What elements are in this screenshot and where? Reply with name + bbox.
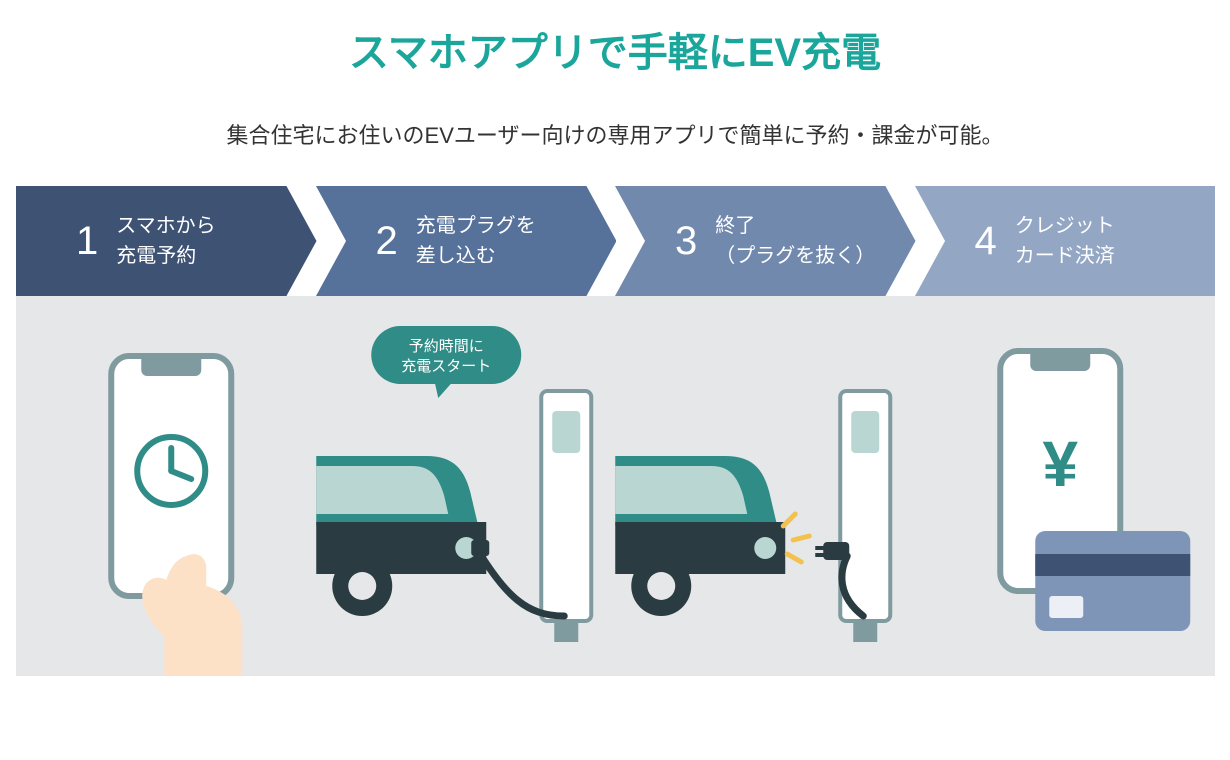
illustration-car-plugged: 予約時間に 充電スタート (316, 296, 617, 676)
steps-row: 1 スマホから 充電予約 (16, 186, 1214, 676)
illustration-phone-payment: ¥ (915, 296, 1216, 676)
step-1-label: スマホから 充電予約 (116, 211, 215, 271)
credit-card-icon (1035, 531, 1190, 631)
page-title: スマホアプリで手軽にEV充電 (10, 20, 1220, 78)
step-3-label: 終了 （プラグを抜く） (715, 211, 875, 271)
step-4-number: 4 (975, 221, 997, 261)
phone-icon (111, 356, 231, 596)
step-3: 3 終了 （プラグを抜く） (615, 186, 916, 676)
step-1-body (16, 296, 317, 676)
step-4-label: クレジット カード決済 (1015, 211, 1115, 271)
yen-icon: ¥ (1042, 428, 1078, 500)
phone-notch-icon (141, 356, 201, 376)
step-4-head: 4 クレジット カード決済 (915, 186, 1216, 296)
speech-bubble: 予約時間に 充電スタート (371, 326, 521, 398)
step-3-number: 3 (675, 221, 697, 261)
phone-notch-icon (1030, 351, 1090, 371)
illustration-car-unplugged (615, 296, 916, 676)
step-1-number: 1 (76, 221, 98, 261)
step-3-head: 3 終了 （プラグを抜く） (615, 186, 916, 296)
step-2-head: 2 充電プラグを 差し込む (316, 186, 617, 296)
step-4: 4 クレジット カード決済 ¥ (915, 186, 1216, 676)
car-icon (316, 456, 486, 616)
step-2-body: 予約時間に 充電スタート (316, 296, 617, 676)
step-1-head: 1 スマホから 充電予約 (16, 186, 317, 296)
page-subtitle: 集合住宅にお住いのEVユーザー向けの専用アプリで簡単に予約・課金が可能。 (10, 118, 1220, 150)
svg-text:予約時間に: 予約時間に (408, 338, 483, 355)
step-3-body (615, 296, 916, 676)
illustration-phone-clock (16, 296, 317, 676)
step-2: 2 充電プラグを 差し込む 予約時間に 充電スタート (316, 186, 617, 676)
step-4-body: ¥ (915, 296, 1216, 676)
charger-station-icon (541, 391, 591, 642)
svg-text:充電スタート: 充電スタート (401, 358, 491, 375)
step-2-label: 充電プラグを 差し込む (416, 211, 536, 271)
step-1: 1 スマホから 充電予約 (16, 186, 317, 676)
spark-icon (783, 514, 809, 562)
step-2-number: 2 (376, 221, 398, 261)
car-icon (615, 456, 785, 616)
